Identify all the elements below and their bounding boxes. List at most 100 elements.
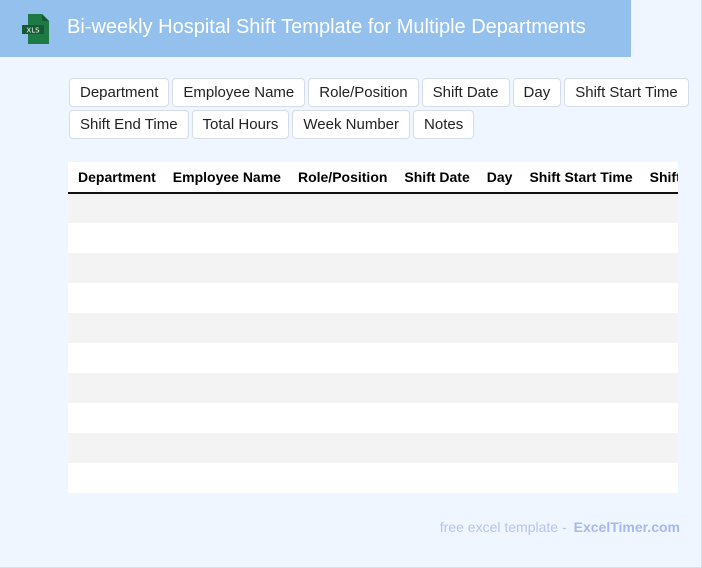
table-cell[interactable] <box>519 463 639 493</box>
table-cell[interactable] <box>519 433 640 463</box>
table-cell[interactable] <box>394 223 476 253</box>
table-cell[interactable] <box>639 373 678 403</box>
table-cell[interactable] <box>477 463 520 493</box>
table-cell[interactable] <box>476 313 520 343</box>
column-header: Shift Start Time <box>519 162 640 194</box>
table-cell[interactable] <box>639 193 678 223</box>
table-cell[interactable] <box>163 223 288 253</box>
table-cell[interactable] <box>639 313 678 343</box>
table-row <box>68 343 678 373</box>
table-cell[interactable] <box>68 463 163 493</box>
table-cell[interactable] <box>162 253 288 283</box>
table-cell[interactable] <box>162 433 288 463</box>
table-cell[interactable] <box>519 223 639 253</box>
table-cell[interactable] <box>477 343 520 373</box>
field-chip[interactable]: Day <box>512 78 562 107</box>
table-cell[interactable] <box>68 283 163 313</box>
table-cell[interactable] <box>287 253 395 283</box>
table-cell[interactable] <box>476 253 520 283</box>
field-chip[interactable]: Total Hours <box>191 110 290 139</box>
table-cell[interactable] <box>394 313 477 343</box>
table-cell[interactable] <box>288 223 394 253</box>
table-cell[interactable] <box>640 463 678 493</box>
table-cell[interactable] <box>639 253 678 283</box>
table-cell[interactable] <box>68 253 163 283</box>
svg-text:XLS: XLS <box>26 27 40 35</box>
table-row <box>68 193 678 223</box>
table-cell[interactable] <box>394 193 477 223</box>
table-cell[interactable] <box>68 193 163 223</box>
table-cell[interactable] <box>640 403 678 433</box>
table-cell[interactable] <box>162 373 288 403</box>
table-cell[interactable] <box>68 223 163 253</box>
table-cell[interactable] <box>394 373 477 403</box>
table-row <box>68 373 678 403</box>
table-cell[interactable] <box>519 313 640 343</box>
table-cell[interactable] <box>394 463 476 493</box>
table-cell[interactable] <box>68 373 163 403</box>
table-cell[interactable] <box>640 223 678 253</box>
field-chip[interactable]: Week Number <box>292 110 411 139</box>
table-cell[interactable] <box>287 373 395 403</box>
table-cell[interactable] <box>68 343 163 373</box>
table-cell[interactable] <box>163 283 288 313</box>
table-cell[interactable] <box>68 403 163 433</box>
table-cell[interactable] <box>394 253 477 283</box>
table-cell[interactable] <box>162 313 288 343</box>
table-cell[interactable] <box>68 433 163 463</box>
page-title: Bi-weekly Hospital Shift Template for Mu… <box>67 16 586 38</box>
table-cell[interactable] <box>287 193 395 223</box>
table-cell[interactable] <box>477 223 520 253</box>
table-cell[interactable] <box>162 193 288 223</box>
table-cell[interactable] <box>519 283 639 313</box>
table-cell[interactable] <box>163 403 288 433</box>
table-cell[interactable] <box>394 433 477 463</box>
table-cell[interactable] <box>288 403 394 433</box>
table-cell[interactable] <box>394 343 476 373</box>
table-row <box>68 313 678 343</box>
table-cell[interactable] <box>476 373 520 403</box>
footer: free excel template - ExcelTimer.com <box>440 519 680 535</box>
table-cell[interactable] <box>288 283 394 313</box>
field-chip[interactable]: Employee Name <box>172 78 306 107</box>
field-chip[interactable]: Notes <box>413 110 475 139</box>
table-row <box>68 223 678 253</box>
field-chip[interactable]: Department <box>69 78 170 107</box>
header-banner: XLS Bi-weekly Hospital Shift Template fo… <box>0 0 631 57</box>
table-cell[interactable] <box>288 463 394 493</box>
column-header: Employee Name <box>162 162 288 194</box>
field-chip[interactable]: Role/Position <box>308 78 419 107</box>
table-cell[interactable] <box>519 193 640 223</box>
table-cell[interactable] <box>639 433 678 463</box>
shift-table: Department Employee Name Role/Position Shif… <box>68 162 678 493</box>
table-cell[interactable] <box>287 313 395 343</box>
table-row <box>68 253 678 283</box>
field-chip[interactable]: Shift Start Time <box>564 78 689 107</box>
table-cell[interactable] <box>477 283 520 313</box>
table-cell[interactable] <box>519 343 639 373</box>
table-cell[interactable] <box>394 403 476 433</box>
table-cell[interactable] <box>476 193 520 223</box>
field-chips: Department Employee Name Role/Position Shif… <box>69 78 689 139</box>
table-row <box>68 433 678 463</box>
xls-file-icon: XLS <box>22 14 49 44</box>
table-cell[interactable] <box>287 433 395 463</box>
footer-brand-link[interactable]: ExcelTimer.com <box>573 519 680 535</box>
table-row <box>68 463 678 493</box>
table-cell[interactable] <box>519 403 639 433</box>
table-cell[interactable] <box>477 403 520 433</box>
field-chip[interactable]: Shift End Time <box>69 110 189 139</box>
column-header: Day <box>476 162 520 194</box>
field-chip[interactable]: Shift Date <box>421 78 510 107</box>
table-cell[interactable] <box>163 343 288 373</box>
table-cell[interactable] <box>640 343 678 373</box>
table-cell[interactable] <box>640 283 678 313</box>
table-cell[interactable] <box>519 373 640 403</box>
table-cell[interactable] <box>519 253 640 283</box>
table-cell[interactable] <box>163 463 288 493</box>
table-cell[interactable] <box>288 343 394 373</box>
table-cell[interactable] <box>476 433 520 463</box>
table-cell[interactable] <box>394 283 476 313</box>
column-header: Department <box>68 162 163 194</box>
table-cell[interactable] <box>68 313 163 343</box>
